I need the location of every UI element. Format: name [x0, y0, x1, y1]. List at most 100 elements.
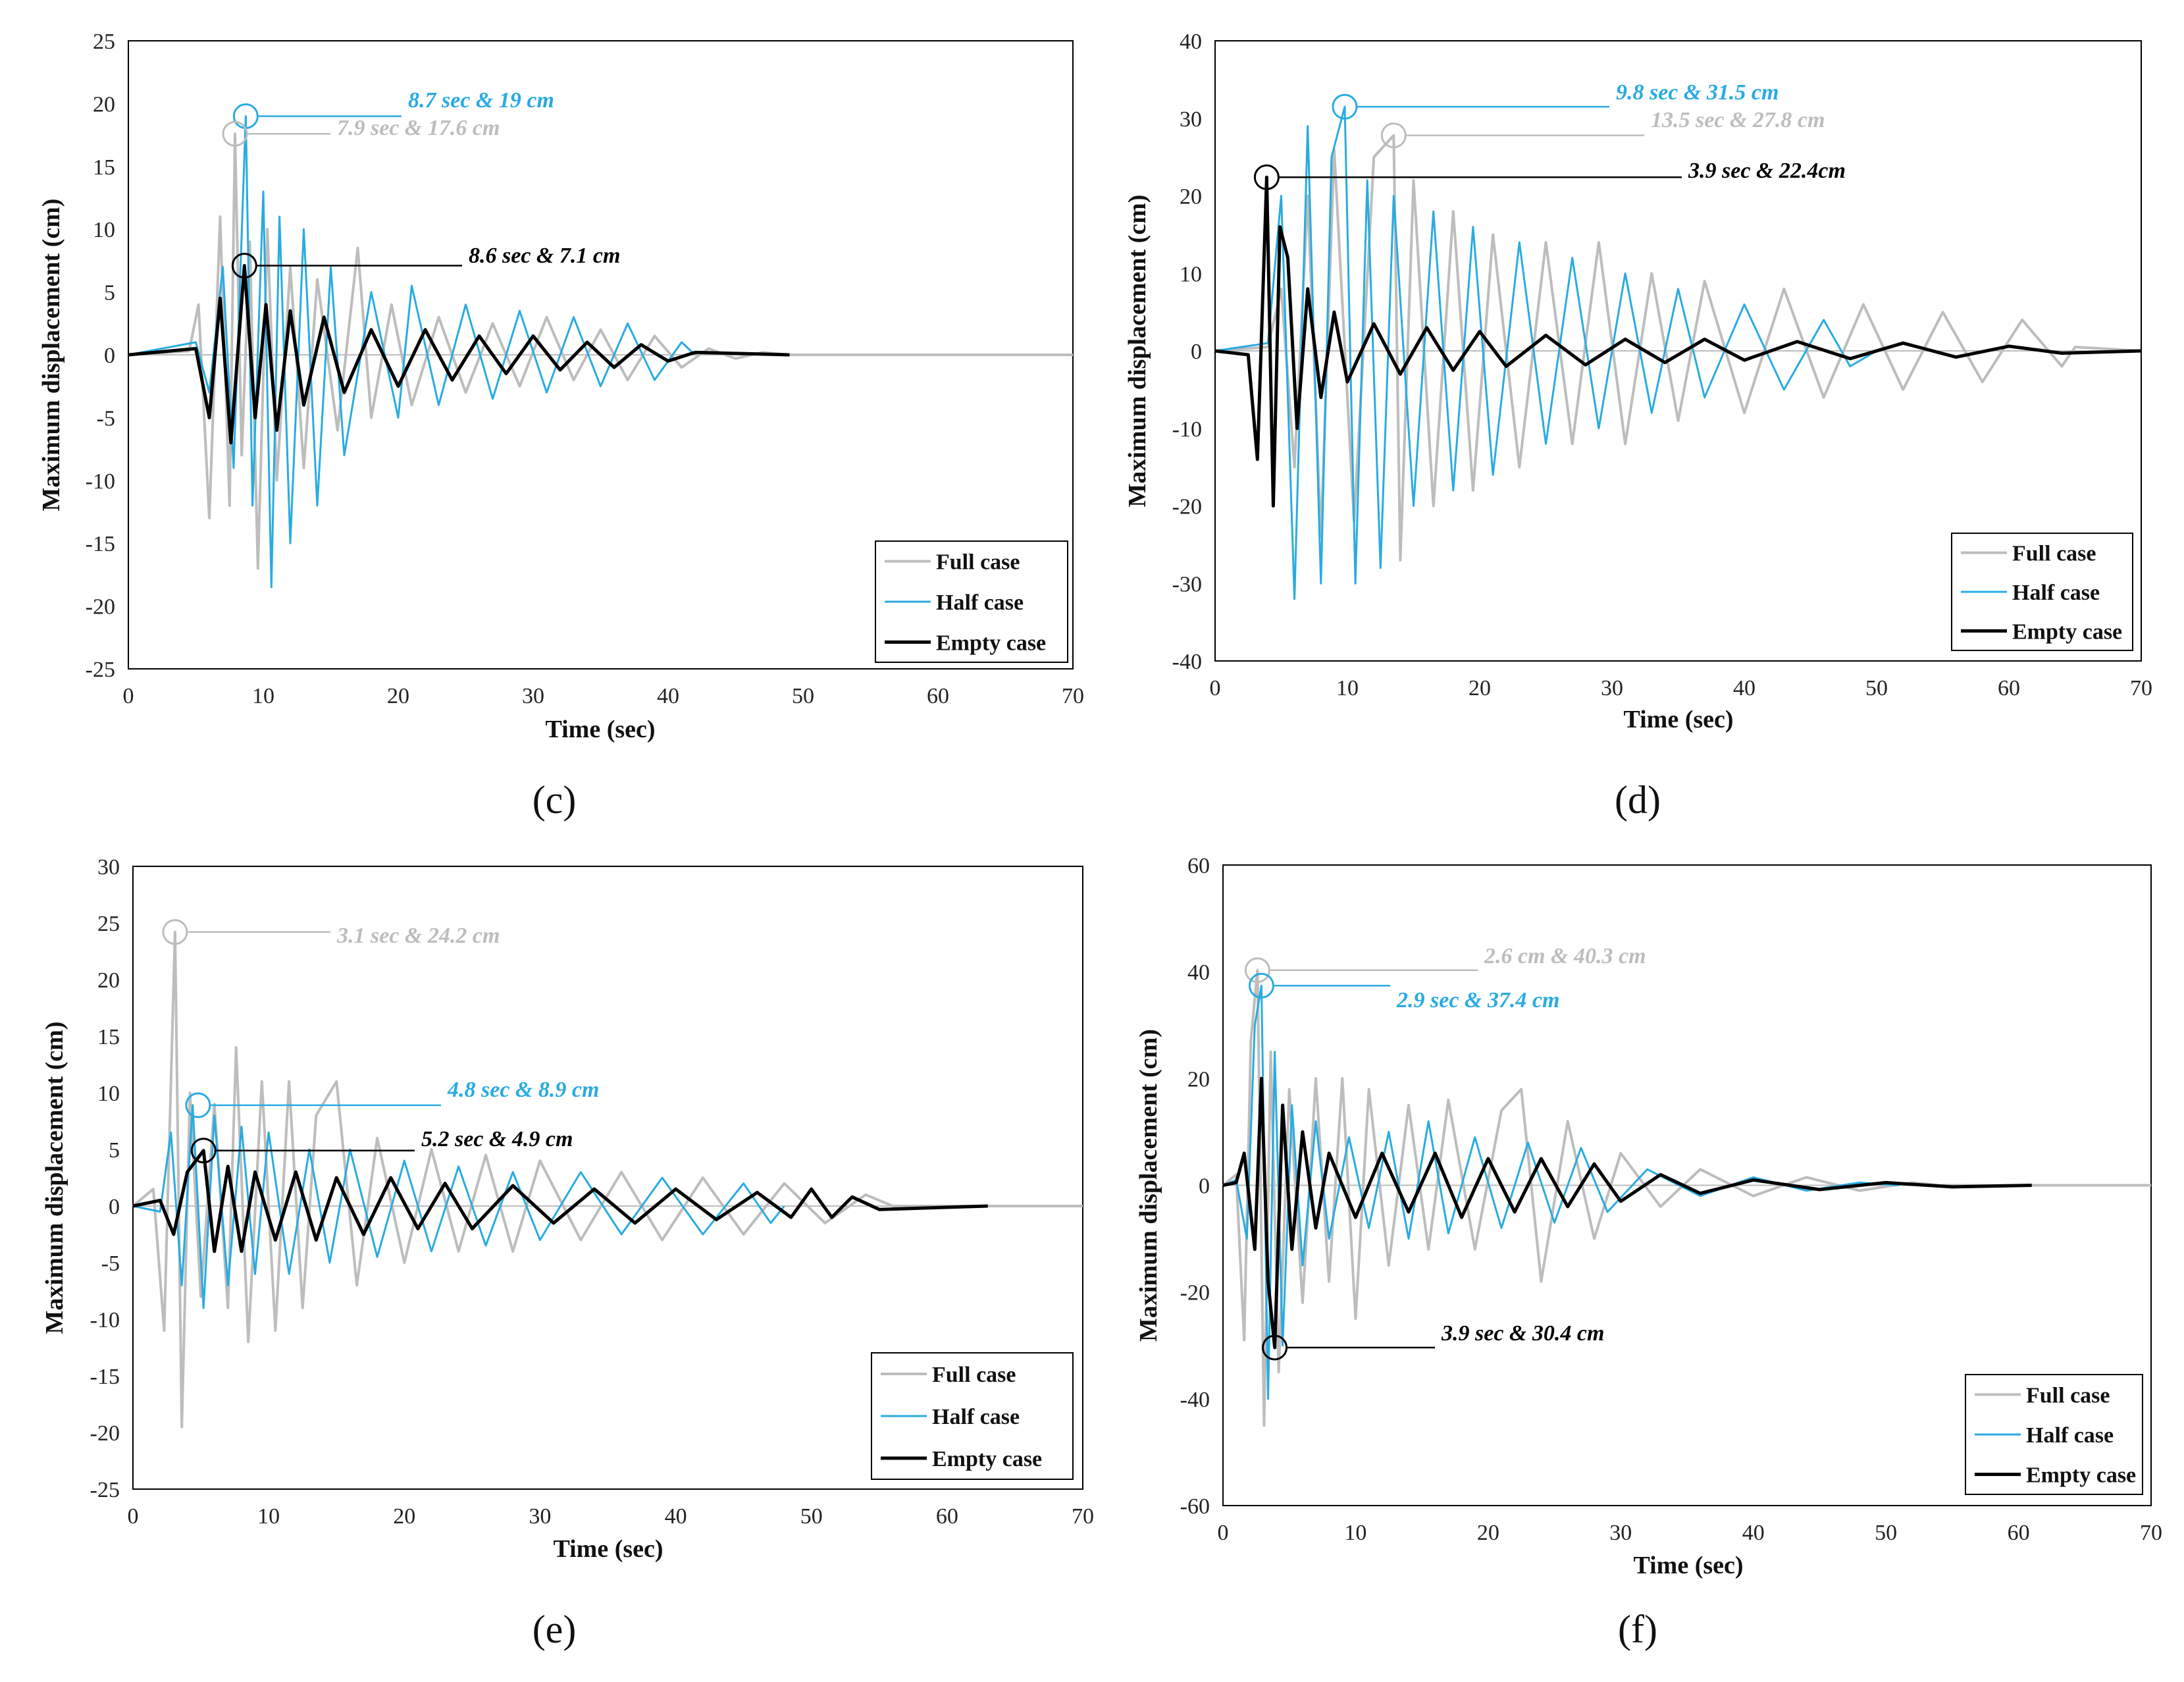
- chart-panel-f: -60 -40 -20 0 20 40 60 0 10 20 30 40 50 60 70 Time (sec…: [1135, 854, 2162, 1651]
- legend-label-half: Half case: [932, 1405, 1020, 1429]
- x-tick-label: 70: [1072, 1504, 1094, 1529]
- y-tick-label: 20: [93, 92, 115, 117]
- y-tick-label: -25: [86, 658, 115, 682]
- legend-label-full: Full case: [932, 1363, 1016, 1387]
- x-tick-label: 30: [522, 684, 544, 708]
- annotation-label-empty: 5.2 sec & 4.9 cm: [421, 1127, 573, 1151]
- x-tick-label: 60: [936, 1504, 958, 1529]
- y-tick-label: 25: [97, 912, 120, 936]
- x-tick-label: 70: [2130, 676, 2152, 700]
- x-tick-label: 30: [1601, 676, 1623, 700]
- legend-label-empty: Empty case: [936, 631, 1046, 655]
- y-axis-title: Maximum displacement (cm): [38, 199, 65, 512]
- x-axis-title: Time (sec): [1633, 1552, 1743, 1579]
- annotation-label-full: 2.6 cm & 40.3 cm: [1484, 944, 1646, 968]
- x-tick-label: 0: [1210, 676, 1221, 700]
- y-tick-label: 25: [93, 30, 115, 54]
- legend-label-half: Half case: [936, 591, 1024, 615]
- series-line-half: [1222, 984, 1900, 1400]
- annotation-label-half: 8.7 sec & 19 cm: [408, 88, 554, 113]
- x-tick-label: 60: [927, 684, 949, 708]
- series-line-empty: [132, 1149, 988, 1253]
- x-tick-label: 30: [529, 1504, 551, 1529]
- y-tick-label: -10: [90, 1308, 120, 1332]
- y-tick-label: 0: [109, 1195, 120, 1219]
- y-tick-label: -20: [86, 595, 115, 619]
- legend-label-empty: Empty case: [2012, 619, 2122, 644]
- y-tick-label: 20: [1180, 185, 1202, 209]
- y-tick-label: -60: [1180, 1494, 1210, 1519]
- panel-caption-c: (c): [533, 778, 577, 822]
- chart-panel-c: -25 -20 -15 -10 -5 0 5 10 15 20 25 0 10 20 30 40 50 60 70 T…: [38, 30, 1084, 822]
- y-axis-title: Maximum displacement (cm): [1135, 1029, 1162, 1342]
- x-tick-label: 60: [2008, 1521, 2030, 1545]
- x-tick-label: 50: [800, 1504, 823, 1529]
- legend-label-half: Half case: [2026, 1423, 2114, 1448]
- y-tick-label: 60: [1187, 854, 1210, 878]
- y-tick-label: -20: [1180, 1281, 1210, 1305]
- series-line-half: [128, 115, 696, 589]
- legend-label-full: Full case: [936, 550, 1020, 575]
- y-tick-label: -5: [101, 1251, 120, 1276]
- x-tick-label: 10: [257, 1504, 280, 1529]
- x-axis-title: Time (sec): [1623, 706, 1733, 733]
- x-tick-label: 10: [1336, 676, 1359, 700]
- series-line-full: [132, 930, 1083, 1429]
- annotation-label-full: 3.1 sec & 24.2 cm: [336, 924, 500, 948]
- y-tick-label: 20: [1187, 1067, 1210, 1091]
- y-tick-label: -15: [86, 532, 115, 556]
- y-tick-label: 10: [1180, 262, 1202, 286]
- y-axis-title: Maximum displacement (cm): [41, 1022, 68, 1334]
- series-line-full: [128, 132, 1073, 570]
- chart-panel-d: -40 -30 -20 -10 0 10 20 30 40 0 10 20 30 40 50 60 70 Time…: [1124, 30, 2152, 822]
- y-tick-label: 0: [1199, 1174, 1210, 1199]
- x-axis-title: Time (sec): [545, 716, 655, 743]
- annotation-label-half: 4.8 sec & 8.9 cm: [447, 1078, 599, 1102]
- legend-label-full: Full case: [2026, 1383, 2110, 1407]
- y-tick-label: 5: [109, 1138, 120, 1163]
- x-tick-label: 20: [387, 684, 409, 708]
- panel-caption-e: (e): [533, 1608, 577, 1651]
- annotation-label-half: 9.8 sec & 31.5 cm: [1616, 80, 1779, 105]
- x-tick-label: 50: [1865, 676, 1888, 700]
- y-tick-label: 0: [104, 344, 115, 368]
- y-tick-label: 15: [93, 155, 115, 180]
- y-tick-label: 20: [97, 968, 120, 993]
- x-axis-title: Time (sec): [553, 1535, 663, 1563]
- y-tick-label: 40: [1187, 960, 1210, 985]
- legend-label-half: Half case: [2012, 581, 2100, 605]
- y-tick-label: -15: [90, 1365, 120, 1389]
- legend-label-empty: Empty case: [2026, 1463, 2136, 1488]
- x-tick-label: 0: [123, 684, 134, 708]
- y-tick-label: -25: [90, 1478, 120, 1502]
- y-tick-label: 40: [1180, 30, 1202, 54]
- x-tick-label: 40: [657, 684, 679, 708]
- x-tick-label: 20: [1477, 1521, 1499, 1545]
- x-tick-label: 70: [2140, 1521, 2162, 1545]
- y-tick-label: 30: [97, 855, 120, 880]
- annotation-label-empty: 8.6 sec & 7.1 cm: [469, 244, 620, 268]
- y-axis-title: Maximum displacement (cm): [1124, 195, 1151, 508]
- annotation-label-empty: 3.9 sec & 30.4 cm: [1441, 1321, 1604, 1346]
- x-tick-label: 0: [128, 1504, 139, 1529]
- annotation-label-full: 13.5 sec & 27.8 cm: [1651, 108, 1825, 132]
- y-tick-label: 5: [104, 281, 115, 305]
- y-tick-label: -10: [86, 469, 115, 494]
- x-tick-label: 60: [1998, 676, 2020, 700]
- y-tick-label: -40: [1172, 650, 1202, 674]
- panel-caption-d: (d): [1615, 778, 1661, 822]
- x-tick-label: 70: [1062, 684, 1084, 708]
- x-tick-label: 30: [1609, 1521, 1632, 1545]
- x-tick-label: 50: [1875, 1521, 1897, 1545]
- series-line-empty: [1214, 175, 2142, 508]
- series-line-half: [132, 1104, 785, 1309]
- x-tick-label: 20: [393, 1504, 415, 1529]
- x-tick-label: 40: [1742, 1521, 1765, 1545]
- panel-caption-f: (f): [1618, 1608, 1657, 1651]
- series-line-empty: [128, 264, 790, 445]
- annotation-label-empty: 3.9 sec & 22.4cm: [1688, 159, 1846, 183]
- x-tick-label: 0: [1218, 1521, 1229, 1545]
- x-tick-label: 40: [1733, 676, 1755, 700]
- x-tick-label: 40: [665, 1504, 687, 1529]
